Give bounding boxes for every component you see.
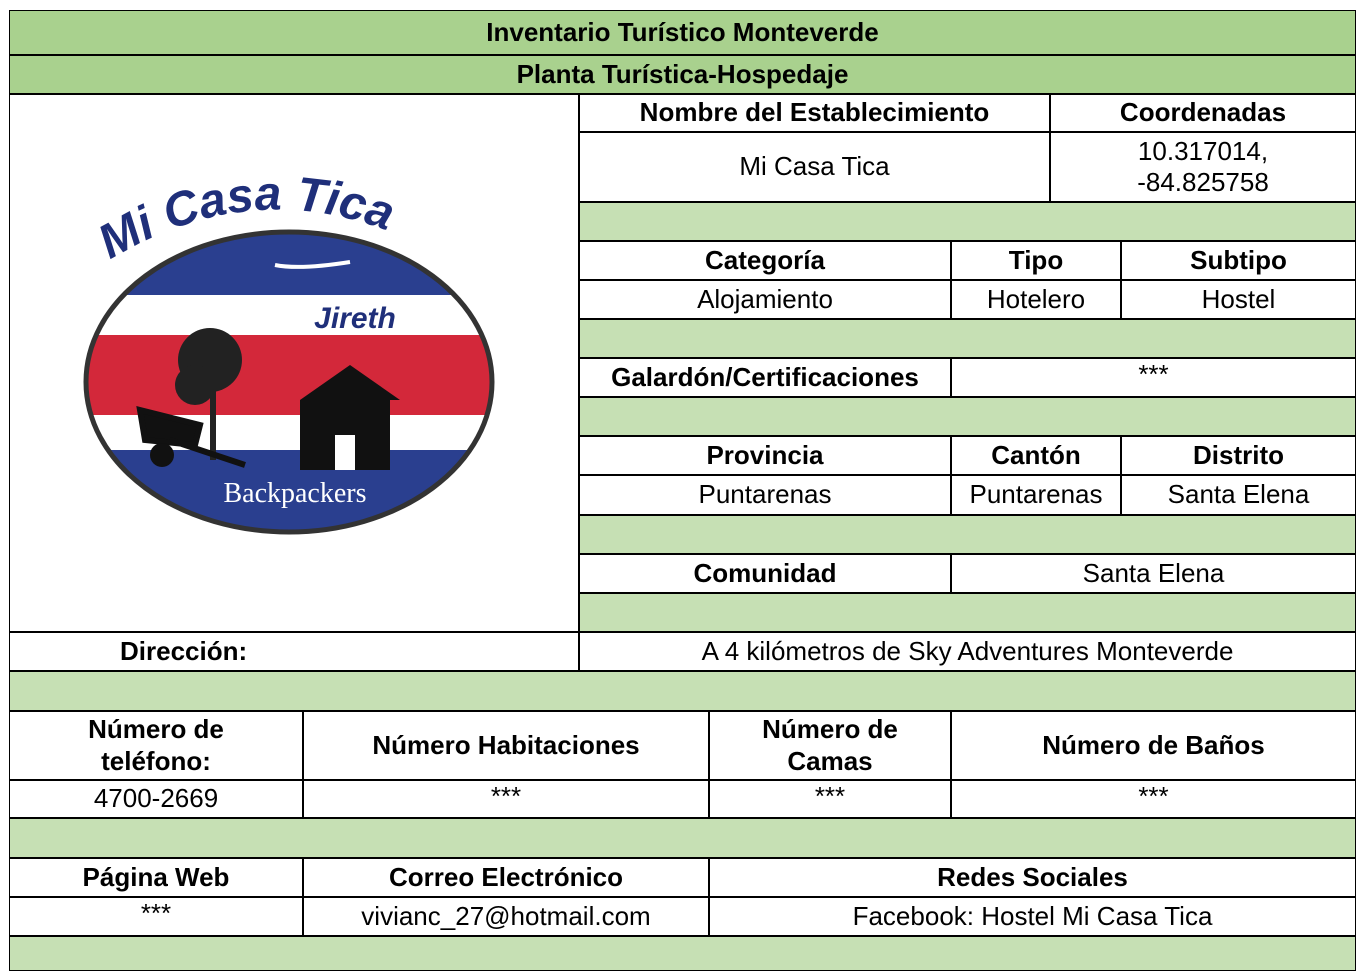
value-cell: 10.317014, -84.825758	[1050, 132, 1356, 202]
spacer-row	[579, 397, 1356, 436]
header-cell: Nombre del Establecimiento	[579, 94, 1050, 132]
value-cell: vivianc_27@hotmail.com	[303, 897, 709, 936]
value-cell: Puntarenas	[579, 475, 951, 515]
value-cell: Mi Casa Tica	[579, 132, 1050, 202]
value-cell: Alojamiento	[579, 280, 951, 319]
value-cell: ***	[303, 780, 709, 818]
logo: Mi Casa Tica Jireth Backpackers	[50, 140, 539, 605]
spacer-row	[579, 593, 1356, 632]
spacer-row	[579, 202, 1356, 241]
header-cell: Dirección:	[9, 632, 579, 671]
value-cell: Hotelero	[951, 280, 1121, 319]
value-cell: 4700-2669	[9, 780, 303, 818]
title: Inventario Turístico Monteverde	[9, 10, 1356, 55]
header-cell: Provincia	[579, 436, 951, 475]
header-cell: Comunidad	[579, 554, 951, 593]
logo-name: Jireth	[314, 302, 396, 335]
spacer-row	[579, 319, 1356, 358]
header-cell: Cantón	[951, 436, 1121, 475]
value-cell: Facebook: Hostel Mi Casa Tica	[709, 897, 1356, 936]
value-cell: Santa Elena	[951, 554, 1356, 593]
value-cell: ***	[709, 780, 951, 818]
header-cell: Distrito	[1121, 436, 1356, 475]
header-cell: Número de Baños	[951, 711, 1356, 780]
spacer-row	[9, 671, 1356, 711]
header-cell: Subtipo	[1121, 241, 1356, 280]
header-cell: Número Habitaciones	[303, 711, 709, 780]
header-cell: Redes Sociales	[709, 858, 1356, 897]
header-cell: Correo Electrónico	[303, 858, 709, 897]
header-cell: Número de Camas	[709, 711, 951, 780]
value-cell: ***	[951, 358, 1356, 397]
value-cell: Puntarenas	[951, 475, 1121, 515]
header-cell: Número de teléfono:	[9, 711, 303, 780]
subtitle: Planta Turística-Hospedaje	[9, 55, 1356, 94]
header-cell: Coordenadas	[1050, 94, 1356, 132]
value-cell: A 4 kilómetros de Sky Adventures Monteve…	[579, 632, 1356, 671]
header-cell: Categoría	[579, 241, 951, 280]
header-cell: Tipo	[951, 241, 1121, 280]
logo-tagline: Backpackers	[223, 478, 366, 509]
spacer-row	[9, 936, 1356, 971]
value-cell: Hostel	[1121, 280, 1356, 319]
spacer-row	[579, 515, 1356, 554]
header-cell: Galardón/Certificaciones	[579, 358, 951, 397]
spacer-row	[9, 818, 1356, 858]
